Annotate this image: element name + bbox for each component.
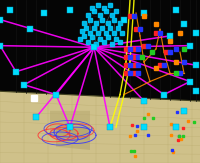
Polygon shape	[0, 91, 200, 163]
Polygon shape	[50, 111, 90, 140]
Polygon shape	[56, 127, 90, 150]
